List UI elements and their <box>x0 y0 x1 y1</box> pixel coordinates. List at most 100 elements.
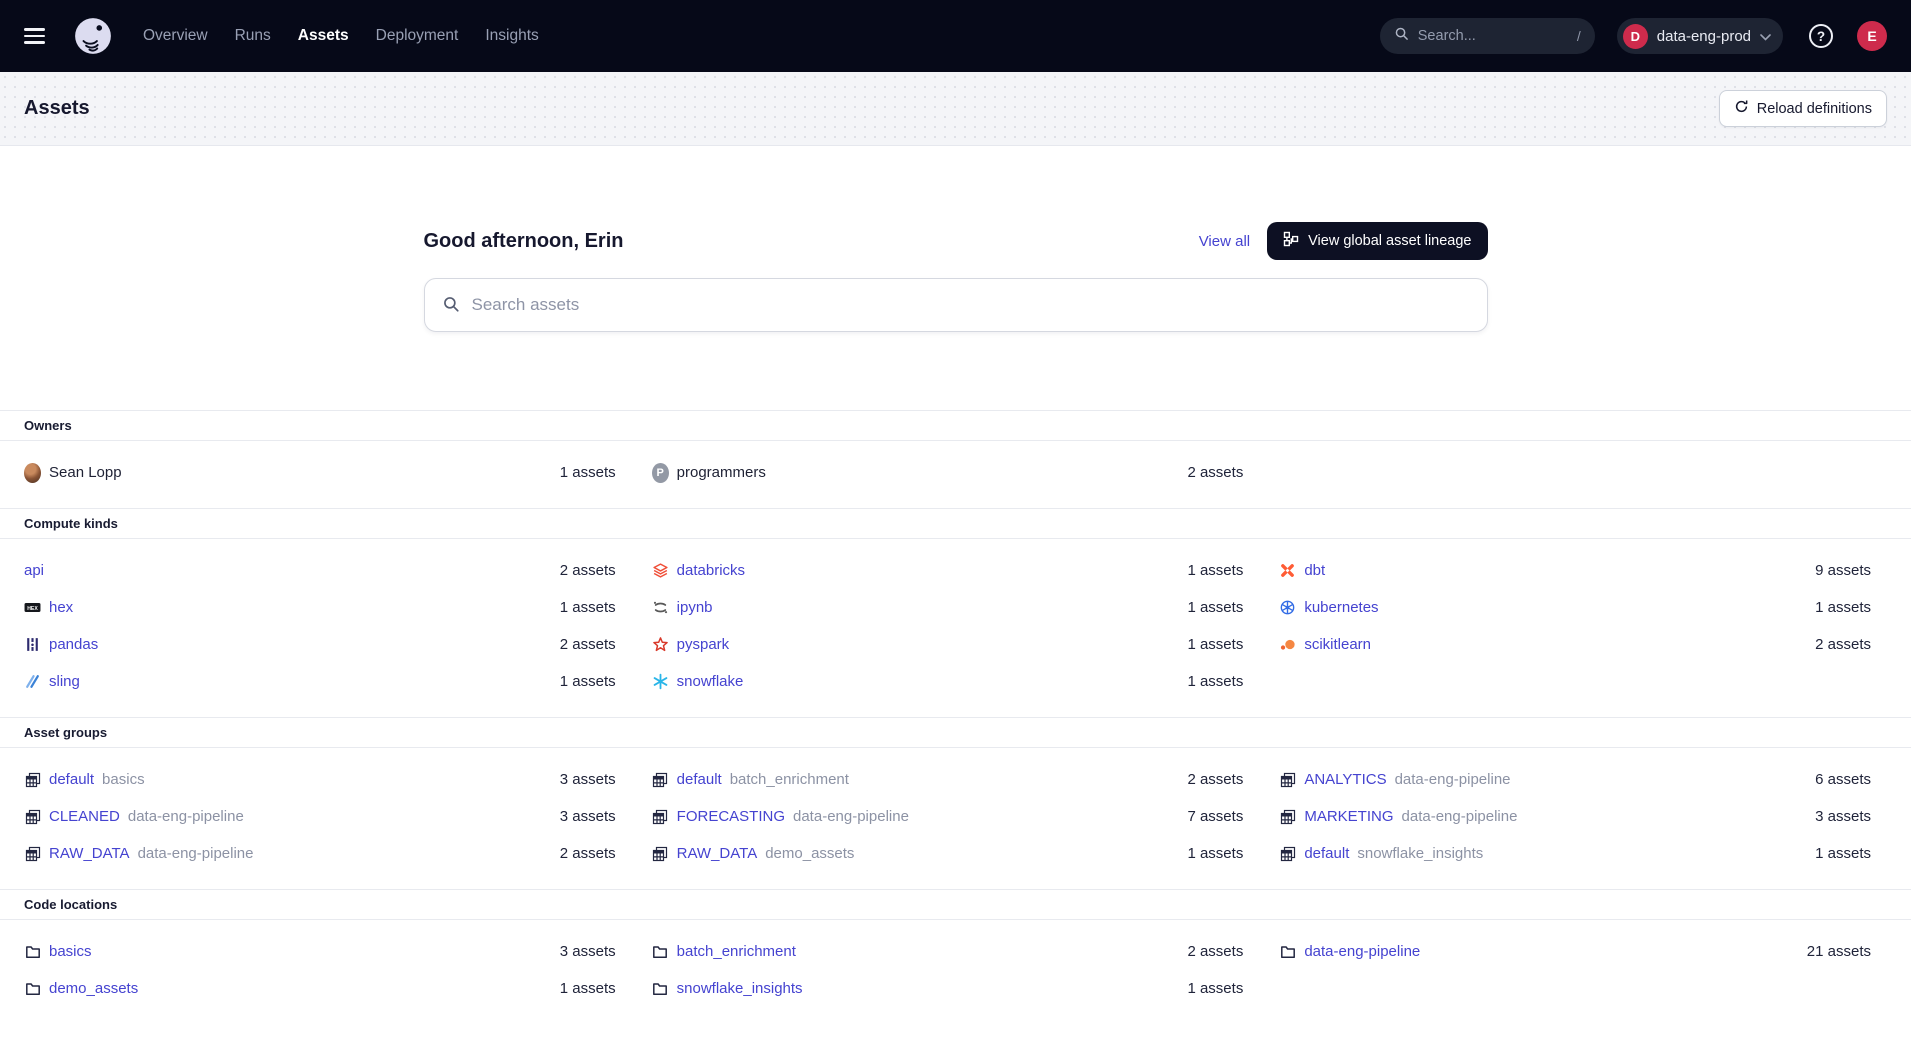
asset-group-location: data-eng-pipeline <box>137 845 254 862</box>
asset-filter-link[interactable]: sling <box>49 673 80 690</box>
asset-group-location: data-eng-pipeline <box>793 808 909 825</box>
asset-filter-link[interactable]: demo_assets <box>49 980 139 997</box>
nav-item-deployment[interactable]: Deployment <box>375 27 459 44</box>
global-search[interactable]: Search... / <box>1379 18 1595 54</box>
asset-filter-link[interactable]: FORECASTING <box>676 808 785 825</box>
nav-item-assets[interactable]: Assets <box>297 27 349 44</box>
summary-row: default basics 3 assets default batch_enrich… <box>0 761 1911 798</box>
folder-icon <box>652 943 669 960</box>
summary-cell: snowflake 1 assets <box>652 673 1244 690</box>
asset-filter-link[interactable]: kubernetes <box>1304 599 1379 616</box>
summary-row: demo_assets 1 assets snowflake_insights 1 a… <box>0 970 1911 1007</box>
asset-count: 1 assets <box>559 673 616 690</box>
asset-group-location: data-eng-pipeline <box>1401 808 1518 825</box>
owner-name: programmers <box>676 464 766 481</box>
pandas-icon <box>24 636 41 653</box>
asset-group-location: demo_assets <box>765 845 855 862</box>
scikitlearn-icon <box>1279 636 1296 653</box>
table-icon <box>24 845 41 862</box>
summary-cell: CLEANED data-eng-pipeline 3 assets <box>24 808 616 825</box>
user-photo-icon <box>24 462 41 483</box>
asset-count: 1 assets <box>1815 845 1871 862</box>
asset-count: 9 assets <box>1815 562 1871 579</box>
asset-filter-link[interactable]: CLEANED <box>49 808 120 825</box>
summary-row: api 2 assets databricks 1 assets dbt 9 assets <box>0 552 1911 589</box>
reload-definitions-button[interactable]: Reload definitions <box>1718 90 1887 127</box>
pyspark-icon <box>652 636 669 653</box>
asset-count: 1 assets <box>1187 636 1244 653</box>
asset-filter-link[interactable]: batch_enrichment <box>676 943 796 960</box>
menu-button[interactable] <box>24 22 52 50</box>
view-global-asset-lineage-button[interactable]: View global asset lineage <box>1267 222 1488 260</box>
asset-group-location: snowflake_insights <box>1357 845 1484 862</box>
deployment-badge: D <box>1622 23 1648 49</box>
asset-count: 1 assets <box>1187 980 1244 997</box>
asset-filter-link[interactable]: RAW_DATA <box>49 845 130 862</box>
sling-icon <box>24 673 41 690</box>
asset-count: 1 assets <box>559 464 616 481</box>
deployment-name: data-eng-prod <box>1656 27 1751 45</box>
help-button[interactable]: ? <box>1809 24 1833 48</box>
asset-filter-link[interactable]: basics <box>49 943 92 960</box>
asset-filter-link[interactable]: default <box>1304 845 1350 862</box>
asset-filter-link[interactable]: pandas <box>49 636 99 653</box>
snowflake-icon <box>652 673 669 690</box>
asset-filter-link[interactable]: databricks <box>676 562 746 579</box>
asset-filter-link[interactable]: ipynb <box>676 599 713 616</box>
nav-item-insights[interactable]: Insights <box>485 27 539 44</box>
asset-count: 3 assets <box>559 943 616 960</box>
view-all-link[interactable]: View all <box>1198 232 1251 250</box>
user-avatar[interactable]: E <box>1857 21 1887 51</box>
asset-filter-link[interactable]: default <box>676 771 722 788</box>
summary-cell: snowflake_insights 1 assets <box>652 980 1244 997</box>
asset-filter-link[interactable]: api <box>24 562 45 579</box>
summary-cell: RAW_DATA demo_assets 1 assets <box>652 845 1244 862</box>
kubernetes-icon <box>1279 599 1296 616</box>
summary-cell: pyspark 1 assets <box>652 636 1244 653</box>
asset-group-location: data-eng-pipeline <box>1394 771 1511 788</box>
asset-filter-link[interactable]: MARKETING <box>1304 808 1394 825</box>
asset-count: 1 assets <box>1187 845 1244 862</box>
summary-cell: HEX hex 1 assets <box>24 599 616 616</box>
search-shortcut-hint: / <box>1576 28 1581 44</box>
asset-filter-link[interactable]: data-eng-pipeline <box>1304 943 1421 960</box>
asset-count: 2 assets <box>1815 636 1871 653</box>
asset-count: 1 assets <box>1187 673 1244 690</box>
summary-cell: Sean Lopp 1 assets <box>24 462 616 483</box>
asset-filter-link[interactable]: default <box>49 771 95 788</box>
asset-filter-link[interactable]: ANALYTICS <box>1304 771 1387 788</box>
asset-search-input[interactable] <box>423 278 1488 332</box>
asset-filter-link[interactable]: RAW_DATA <box>676 845 758 862</box>
owner-name: Sean Lopp <box>49 464 122 481</box>
dagster-logo-icon[interactable] <box>74 17 112 55</box>
chevron-down-icon <box>1760 33 1771 41</box>
nav-item-runs[interactable]: Runs <box>234 27 271 44</box>
asset-group-location: batch_enrichment <box>729 771 849 788</box>
section-title-owners: Owners <box>0 410 1911 441</box>
summary-row: RAW_DATA data-eng-pipeline 2 assets RAW_DAT… <box>0 835 1911 872</box>
asset-filter-link[interactable]: dbt <box>1304 562 1326 579</box>
asset-filter-link[interactable]: pyspark <box>676 636 730 653</box>
asset-group-location: data-eng-pipeline <box>127 808 244 825</box>
table-icon <box>1279 771 1296 788</box>
nav-item-overview[interactable]: Overview <box>143 27 208 44</box>
asset-group-location: basics <box>102 771 145 788</box>
section-title-asset-groups: Asset groups <box>0 717 1911 748</box>
asset-count: 6 assets <box>1815 771 1871 788</box>
asset-filter-link[interactable]: snowflake <box>676 673 744 690</box>
asset-count: 1 assets <box>559 980 616 997</box>
summary-cell: ANALYTICS data-eng-pipeline 6 assets <box>1279 771 1871 788</box>
page-title: Assets <box>24 97 90 119</box>
asset-count: 2 assets <box>559 636 616 653</box>
summary-row: pandas 2 assets pyspark 1 assets scikitlearn… <box>0 626 1911 663</box>
global-search-placeholder: Search... <box>1417 28 1476 44</box>
asset-filter-link[interactable]: scikitlearn <box>1304 636 1372 653</box>
asset-count: 1 assets <box>559 599 616 616</box>
asset-filter-link[interactable]: snowflake_insights <box>676 980 803 997</box>
asset-count: 2 assets <box>1187 771 1244 788</box>
section-title-compute-kinds: Compute kinds <box>0 508 1911 539</box>
deployment-switcher[interactable]: D data-eng-prod <box>1616 18 1783 54</box>
section-code-locations: Code locations basics 3 assets batch_enrich… <box>0 889 1911 1024</box>
summary-cell: FORECASTING data-eng-pipeline 7 assets <box>652 808 1243 825</box>
asset-filter-link[interactable]: hex <box>49 599 74 616</box>
